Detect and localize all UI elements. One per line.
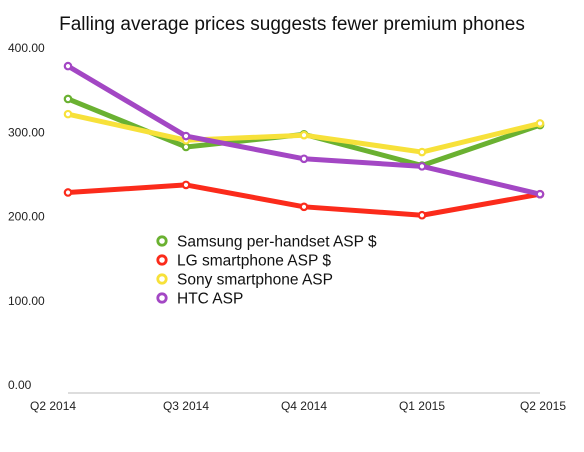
series-htc-asp — [63, 61, 545, 199]
y-tick-label: 100.00 — [8, 294, 45, 308]
y-tick-label: 0.00 — [8, 378, 32, 392]
legend-label: Sony smartphone ASP — [177, 272, 333, 289]
data-point — [63, 61, 73, 71]
data-point — [417, 147, 427, 157]
series-lg-smartphone-asp — [63, 180, 545, 220]
data-point — [417, 210, 427, 220]
chart-title: Falling average prices suggests fewer pr… — [59, 14, 525, 35]
data-point — [63, 188, 73, 197]
legend-item: Samsung per-handset ASP $ — [156, 234, 377, 251]
x-tick-label: Q2 2014 — [30, 399, 76, 413]
data-point — [535, 189, 545, 199]
legend-marker — [156, 273, 168, 285]
data-point — [299, 130, 309, 140]
data-point — [417, 162, 427, 171]
data-point — [181, 180, 191, 190]
legend-item: LG smartphone ASP $ — [156, 253, 331, 270]
y-tick-label: 400.00 — [8, 41, 45, 55]
legend-marker — [156, 254, 168, 266]
data-point — [535, 119, 545, 128]
y-tick-label: 300.00 — [8, 125, 45, 139]
data-point — [299, 202, 309, 212]
data-point — [181, 131, 191, 141]
series-sony-smartphone-asp — [63, 109, 545, 157]
legend-item: Sony smartphone ASP — [156, 272, 333, 289]
x-tick-label: Q2 2015 — [520, 399, 566, 413]
data-point — [181, 142, 191, 152]
x-axis: Q2 2014 Q3 2014 Q4 2014 Q1 2015 Q2 2015 — [30, 399, 566, 413]
x-tick-label: Q4 2014 — [281, 399, 327, 413]
legend-label: Samsung per-handset ASP $ — [177, 234, 377, 251]
legend-item: HTC ASP — [156, 291, 243, 308]
data-point — [63, 94, 73, 104]
y-axis: 0.00 100.00 200.00 300.00 400.00 — [8, 41, 45, 392]
data-point — [299, 154, 309, 164]
legend-marker — [156, 292, 168, 304]
y-tick-label: 200.00 — [8, 210, 45, 224]
legend-marker — [156, 235, 168, 247]
x-tick-label: Q1 2015 — [399, 399, 445, 413]
data-point — [63, 109, 73, 119]
legend-label: LG smartphone ASP $ — [177, 253, 331, 270]
x-tick-label: Q3 2014 — [163, 399, 209, 413]
plot-area — [63, 61, 545, 220]
legend-label: HTC ASP — [177, 291, 243, 308]
legend: Samsung per-handset ASP $ LG smartphone A… — [156, 234, 377, 308]
